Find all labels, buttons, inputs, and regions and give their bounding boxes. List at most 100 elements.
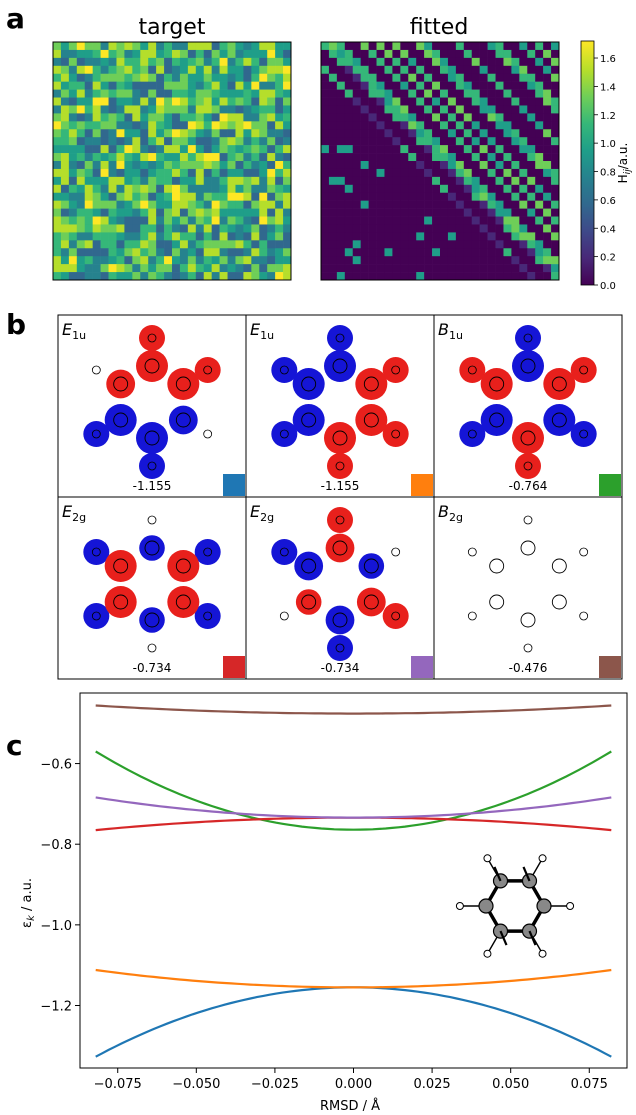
heatmap-cell <box>424 89 433 98</box>
heatmap-cell <box>76 113 86 122</box>
heatmap-cell <box>116 97 125 106</box>
heatmap-cell <box>259 272 268 281</box>
heatmap-cell <box>543 42 552 51</box>
heatmap-cell <box>156 121 165 130</box>
heatmap-cell <box>400 168 409 178</box>
heatmap-cell <box>519 105 528 114</box>
heatmap-cell <box>203 81 212 90</box>
heatmap-cell <box>543 192 552 201</box>
heatmap-cell <box>479 200 488 209</box>
heatmap-cell <box>463 168 473 178</box>
heatmap-cell <box>495 208 504 217</box>
heatmap-cell <box>352 176 361 186</box>
heatmap-cell <box>543 208 552 217</box>
heatmap-cell <box>227 256 236 265</box>
heatmap-cell <box>235 240 244 249</box>
heatmap-cell <box>416 42 425 51</box>
heatmap-cell <box>203 232 212 241</box>
heatmap-cell <box>336 248 346 257</box>
heatmap-cell <box>116 121 125 130</box>
heatmap-cell <box>471 81 480 90</box>
heatmap-cell <box>60 161 70 170</box>
heatmap-cell <box>463 137 473 146</box>
heatmap-cell <box>503 272 512 281</box>
heatmap-cell <box>519 216 528 225</box>
heatmap-cell <box>251 129 260 138</box>
heatmap-cell <box>368 97 377 106</box>
heatmap-cell <box>321 176 330 186</box>
heatmap-cell <box>440 57 449 67</box>
heatmap-cell <box>172 264 181 273</box>
heatmap-cell <box>511 184 520 194</box>
heatmap-cell <box>328 224 338 233</box>
heatmap-cell <box>321 113 330 122</box>
heatmap-cell <box>219 81 228 90</box>
heatmap-cell <box>211 184 220 194</box>
heatmap-cell <box>328 89 338 98</box>
heatmap-cell <box>487 208 496 217</box>
heatmap-cell <box>251 176 260 186</box>
heatmap-cell <box>53 216 62 225</box>
heatmap-cell <box>511 137 520 146</box>
heatmap-cell <box>344 89 354 98</box>
heatmap-cell <box>164 42 173 51</box>
heatmap-cell <box>124 121 133 130</box>
heatmap-cell <box>251 168 260 178</box>
heatmap-cell <box>336 73 346 82</box>
heatmap-cell <box>179 232 189 241</box>
heatmap-cell <box>267 113 276 122</box>
orbital-lobe <box>168 405 198 435</box>
hydrogen-atom <box>579 429 589 439</box>
heatmap-cell <box>195 129 205 138</box>
heatmap-cell <box>211 224 220 233</box>
heatmap-cell <box>259 97 268 106</box>
heatmap-cell <box>487 168 496 178</box>
colorbar <box>580 40 595 286</box>
heatmap-cell <box>479 65 488 75</box>
heatmap-cell <box>392 49 401 59</box>
heatmap-cell <box>172 153 181 162</box>
heatmap-cell <box>360 65 369 75</box>
heatmap-cell <box>195 208 205 217</box>
heatmap-cell <box>321 42 330 51</box>
heatmap-cell <box>376 240 385 249</box>
heatmap-cell <box>275 176 284 186</box>
heatmap-cell <box>440 137 449 146</box>
heatmap-cell <box>408 57 417 67</box>
heatmap-cell <box>116 208 125 217</box>
heatmap-cell <box>551 161 560 170</box>
hydrogen-atom <box>538 854 547 863</box>
heatmap-cell <box>100 105 109 114</box>
heatmap-cell <box>108 42 117 51</box>
heatmap-cell <box>132 57 141 67</box>
heatmap-cell <box>384 272 393 281</box>
heatmap-cell <box>68 256 78 265</box>
heatmap-target <box>53 42 292 281</box>
heatmap-cell <box>376 256 385 265</box>
heatmap-cell <box>211 105 220 114</box>
hydrogen-atom <box>147 333 157 343</box>
orbital-color-swatch <box>223 656 245 678</box>
heatmap-cell <box>321 232 330 241</box>
heatmap-cell <box>400 240 409 249</box>
heatmap-cell <box>195 176 205 186</box>
heatmap-cell <box>519 208 528 217</box>
series-line <box>95 986 612 1058</box>
heatmap-cell <box>519 49 528 59</box>
heatmap-cell <box>519 248 528 257</box>
heatmap-cell <box>360 216 369 225</box>
heatmap-cell <box>100 57 109 67</box>
heatmap-cell <box>283 200 292 209</box>
heatmap-cell <box>164 161 173 170</box>
heatmap-cell <box>172 232 181 241</box>
heatmap-cell <box>400 97 409 106</box>
heatmap-cell <box>132 216 141 225</box>
heatmap-cell <box>203 256 212 265</box>
heatmap-cell <box>471 168 480 178</box>
heatmap-cell <box>392 232 401 241</box>
heatmap-cell <box>440 49 449 59</box>
heatmap-cell <box>551 65 560 75</box>
heatmap-cell <box>408 121 417 130</box>
heatmap-cell <box>267 145 276 154</box>
heatmap-cell <box>503 240 512 249</box>
